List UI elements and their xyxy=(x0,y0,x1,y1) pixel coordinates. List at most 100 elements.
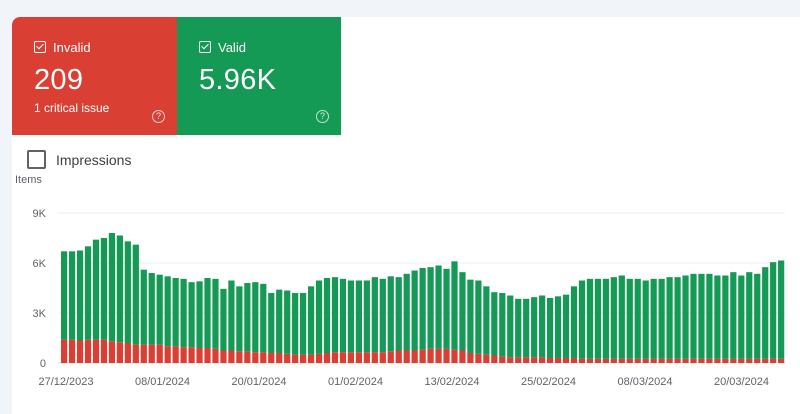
bar-valid xyxy=(76,250,84,341)
bar-invalid xyxy=(212,348,219,363)
bar-invalid xyxy=(68,339,76,363)
bar-invalid xyxy=(618,358,625,363)
bar-invalid xyxy=(236,351,243,363)
bar-valid xyxy=(427,267,434,349)
bar-valid xyxy=(531,297,538,358)
bar-invalid xyxy=(778,358,785,363)
impressions-toggle[interactable]: Impressions xyxy=(27,150,131,169)
valid-count: 5.96K xyxy=(199,64,277,96)
bar-valid xyxy=(746,272,753,359)
bar-invalid xyxy=(531,357,538,363)
bar-valid xyxy=(347,280,355,353)
bar-invalid xyxy=(156,344,163,363)
bar-invalid xyxy=(523,357,530,363)
checkbox-checked-icon[interactable] xyxy=(34,41,46,53)
bar-valid xyxy=(467,279,474,353)
bar-invalid xyxy=(292,354,299,363)
bar-valid xyxy=(578,280,586,359)
checkbox-checked-icon[interactable] xyxy=(199,41,211,53)
bar-invalid xyxy=(315,353,323,363)
bar-invalid xyxy=(546,358,554,363)
bar-invalid xyxy=(108,341,116,363)
bar-invalid xyxy=(92,339,100,363)
bar-valid xyxy=(148,273,155,345)
bar-valid xyxy=(307,286,315,355)
bar-valid xyxy=(586,278,594,359)
bar-valid xyxy=(754,273,761,359)
bar-valid xyxy=(371,277,378,353)
bar-invalid xyxy=(650,358,657,363)
bar-invalid xyxy=(276,353,283,363)
help-icon[interactable]: ? xyxy=(316,110,329,123)
bar-valid xyxy=(562,294,570,358)
bar-valid xyxy=(618,275,625,359)
bar-invalid xyxy=(363,352,370,363)
x-tick-label: 20/01/2024 xyxy=(231,376,286,388)
bar-invalid xyxy=(491,355,498,363)
bar-invalid xyxy=(754,358,761,363)
bar-valid xyxy=(84,246,92,340)
bar-valid xyxy=(244,283,251,352)
bar-invalid xyxy=(188,347,195,363)
bar-invalid xyxy=(387,351,394,363)
bar-valid xyxy=(674,277,681,359)
bar-valid xyxy=(610,277,617,359)
bar-invalid xyxy=(578,358,586,363)
bar-valid xyxy=(164,276,171,347)
bar-invalid xyxy=(339,352,347,363)
valid-tile[interactable]: Valid 5.96K ? xyxy=(177,17,341,135)
bar-valid xyxy=(172,278,179,347)
bar-valid xyxy=(260,283,267,353)
bar-invalid xyxy=(722,358,729,363)
bar-invalid xyxy=(284,353,291,363)
x-tick-label: 08/01/2024 xyxy=(135,376,190,388)
bar-invalid xyxy=(746,358,753,363)
bar-valid xyxy=(706,273,713,359)
valid-label: Valid xyxy=(218,39,246,55)
bar-invalid xyxy=(379,352,386,363)
bar-valid xyxy=(236,286,243,352)
bar-valid xyxy=(68,251,76,340)
bar-valid xyxy=(762,267,769,359)
y-tick-label: 9K xyxy=(33,208,47,220)
bar-valid xyxy=(570,286,578,358)
bar-invalid xyxy=(467,353,474,363)
bar-valid xyxy=(403,273,410,351)
bar-invalid xyxy=(61,339,68,363)
help-icon[interactable]: ? xyxy=(152,110,165,123)
bar-invalid xyxy=(570,358,578,363)
bar-valid xyxy=(698,273,705,359)
bar-invalid xyxy=(626,358,633,363)
bar-invalid xyxy=(459,350,466,363)
bar-valid xyxy=(435,265,442,349)
bar-valid xyxy=(459,272,466,351)
bar-valid xyxy=(666,277,673,359)
checkbox-unchecked-icon[interactable] xyxy=(27,150,46,169)
bar-invalid xyxy=(228,350,235,363)
bar-invalid xyxy=(682,358,689,363)
bar-valid xyxy=(507,295,514,358)
bar-invalid xyxy=(435,348,442,363)
bar-invalid xyxy=(411,350,418,363)
bar-invalid xyxy=(323,353,331,363)
bar-valid xyxy=(180,278,187,348)
bar-invalid xyxy=(172,346,179,363)
bar-invalid xyxy=(347,352,355,363)
bar-invalid xyxy=(507,357,514,363)
bar-valid xyxy=(722,275,729,359)
bar-valid xyxy=(284,290,291,354)
bar-valid xyxy=(539,295,546,358)
bar-invalid xyxy=(451,349,458,363)
bar-valid xyxy=(682,275,689,359)
bar-valid xyxy=(730,272,737,359)
bar-valid xyxy=(276,289,283,353)
bar-valid xyxy=(196,281,203,348)
bar-invalid xyxy=(770,358,777,363)
bar-invalid xyxy=(84,339,92,363)
invalid-tile[interactable]: Invalid 209 1 critical issue ? xyxy=(12,17,177,135)
bar-valid xyxy=(491,292,498,356)
bar-invalid xyxy=(610,358,617,363)
bar-valid xyxy=(363,280,370,353)
bar-valid xyxy=(778,260,785,359)
